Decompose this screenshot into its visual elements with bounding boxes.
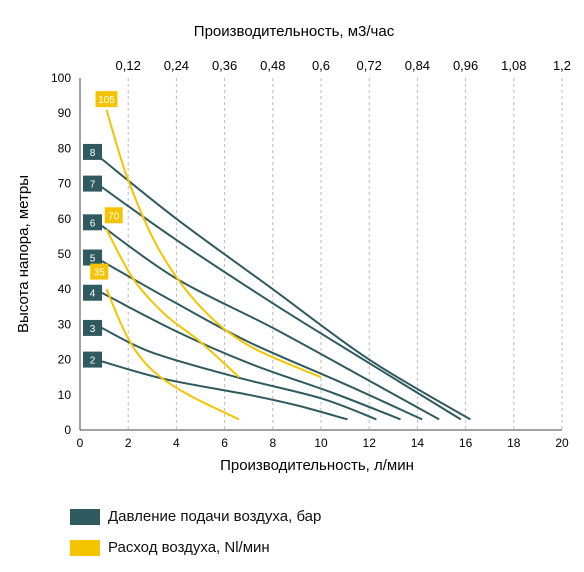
x-tick-label: 16 (459, 436, 473, 450)
pressure-line-5-bar (101, 260, 423, 421)
y-tick-label: 80 (58, 141, 72, 155)
x-tick-label: 20 (555, 436, 569, 450)
pressure-line-4-bar (101, 291, 401, 421)
pressure-label-text: 3 (90, 324, 96, 335)
air-label-box (104, 207, 123, 224)
x-axis-title: Производительность, л/мин (220, 457, 414, 474)
x2-tick-label: 0,96 (453, 58, 478, 73)
air-flow-series-group (105, 109, 322, 421)
x-tick-label: 8 (269, 436, 276, 450)
pressure-label-text: 5 (90, 254, 96, 265)
legend-swatch-air (70, 539, 100, 556)
x-tick-label: 18 (507, 436, 521, 450)
top-axis-title: Производительность, м3/час (194, 23, 395, 40)
pressure-label-box (83, 175, 102, 192)
pressure-line-2-bar (101, 360, 348, 421)
pressure-label-4: 4 (83, 284, 102, 301)
pressure-label-5: 5 (83, 249, 102, 266)
y-axis-title: Высота напора, метры (15, 175, 32, 333)
x-tick-label: 4 (173, 436, 180, 450)
y-tick-label: 40 (58, 282, 72, 296)
legend-label-pressure: Давление подачи воздуха, бар (108, 508, 322, 525)
grid-lines (127, 78, 563, 430)
series-labels-group: 2 3 4 5 6 7 8 105 70 35 (83, 91, 123, 368)
air-label-text: 105 (98, 95, 115, 106)
pressure-label-7: 7 (83, 175, 102, 192)
y-tick-label: 20 (58, 353, 72, 367)
pressure-label-text: 6 (90, 218, 96, 229)
pressure-line-3-bar (101, 327, 377, 421)
x-tick-label: 14 (411, 436, 425, 450)
air-label-text: 35 (94, 268, 106, 279)
pressure-label-2: 2 (83, 351, 102, 368)
air-line-105 (105, 109, 322, 379)
pressure-line-6-bar (101, 224, 440, 421)
pressure-label-box (83, 143, 102, 160)
y-tick-label: 0 (64, 423, 71, 437)
y-tick-label: 30 (58, 317, 72, 331)
pressure-label-text: 4 (90, 289, 96, 300)
pressure-label-3: 3 (83, 319, 102, 336)
air-label-105: 105 (95, 91, 118, 108)
air-line-70 (105, 228, 240, 378)
x2-tick-label: 0,72 (357, 58, 382, 73)
x2-tick-label: 1,2 (553, 58, 571, 73)
air-label-text: 70 (108, 211, 120, 222)
pressure-label-text: 7 (90, 180, 96, 191)
pressure-label-box (83, 284, 102, 301)
x2-tick-label: 0,36 (212, 58, 237, 73)
pressure-label-8: 8 (83, 143, 102, 160)
pressure-series-group (101, 158, 471, 421)
x-tick-label: 0 (77, 436, 84, 450)
pressure-line-7-bar (101, 186, 462, 421)
legend-item-pressure: Давление подачи воздуха, бар (70, 508, 321, 525)
x-tick-label: 12 (363, 436, 377, 450)
pressure-line-8-bar (101, 158, 471, 421)
x-tick-label: 6 (221, 436, 228, 450)
air-label-35: 35 (90, 263, 109, 280)
legend-swatch-pressure (70, 508, 100, 525)
y-tick-label: 70 (58, 177, 72, 191)
x2-tick-label: 0,84 (405, 58, 430, 73)
x2-tick-label: 0,12 (116, 58, 141, 73)
pressure-label-text: 8 (90, 148, 96, 159)
y-tick-label: 10 (58, 388, 72, 402)
x-tick-label: 10 (314, 436, 328, 450)
air-label-70: 70 (104, 207, 123, 224)
pressure-label-box (83, 249, 102, 266)
y-tick-label: 50 (58, 247, 72, 261)
x2-tick-label: 0,6 (312, 58, 330, 73)
pressure-label-box (83, 319, 102, 336)
y-tick-label: 60 (58, 212, 72, 226)
x2-tick-label: 1,08 (501, 58, 526, 73)
y-tick-label: 100 (51, 71, 71, 85)
air-line-35 (105, 288, 240, 421)
legend-item-air: Расход воздуха, Nl/мин (70, 539, 270, 556)
axes (79, 78, 562, 431)
air-label-box (95, 91, 118, 108)
pressure-label-6: 6 (83, 214, 102, 231)
pressure-label-text: 2 (90, 356, 96, 367)
legend-label-air: Расход воздуха, Nl/мин (108, 539, 270, 556)
pressure-label-box (83, 351, 102, 368)
pressure-label-box (83, 214, 102, 231)
x2-tick-label: 0,48 (260, 58, 285, 73)
air-label-box (90, 263, 109, 280)
tick-labels: 0 2 4 6 8 10 12 14 16 18 20 0 10 20 30 40 50 60 70 80 90 100 0… (51, 58, 571, 450)
x-tick-label: 2 (125, 436, 132, 450)
y-tick-label: 90 (58, 106, 72, 120)
x2-tick-label: 0,24 (164, 58, 189, 73)
